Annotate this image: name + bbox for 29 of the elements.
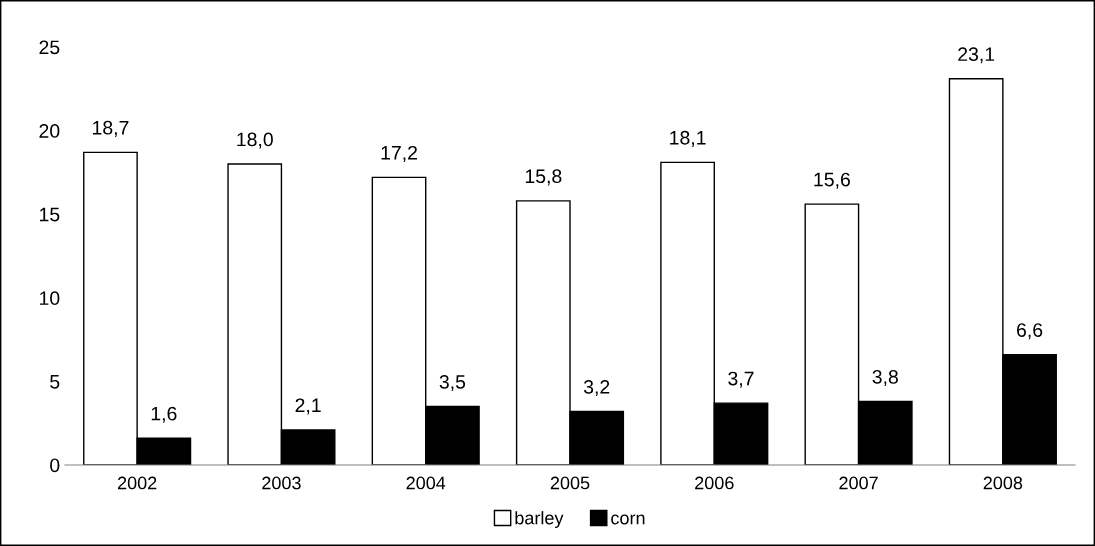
x-tick-label: 2003 xyxy=(262,476,301,490)
data-label: 15,8 xyxy=(525,169,562,186)
x-tick-label: 2002 xyxy=(117,476,157,490)
data-label: 18,7 xyxy=(93,120,129,137)
data-label: 17,2 xyxy=(381,145,417,162)
data-label: 18,0 xyxy=(237,132,273,149)
y-tick-label: 0 xyxy=(50,458,60,473)
data-label: 6,6 xyxy=(1017,323,1043,340)
y-tick-label: 20 xyxy=(39,124,60,138)
y-tick-label: 5 xyxy=(50,375,60,389)
data-label: 3,2 xyxy=(583,379,610,397)
x-tick-label: 2004 xyxy=(406,476,446,490)
data-label: 18,1 xyxy=(670,130,706,147)
data-label: 1,6 xyxy=(151,406,177,423)
y-tick-label: 10 xyxy=(40,291,60,306)
legend-label: barley xyxy=(515,511,564,528)
x-tick-label: 2006 xyxy=(695,476,734,490)
x-tick-label: 2008 xyxy=(983,476,1023,490)
y-tick-label: 25 xyxy=(39,40,60,55)
data-label: 15,6 xyxy=(814,172,850,189)
x-tick-label: 2005 xyxy=(550,476,590,490)
x-tick-label: 2007 xyxy=(839,476,878,490)
data-label: 2,1 xyxy=(295,398,321,415)
y-tick-label: 15 xyxy=(40,207,60,222)
legend-label: corn xyxy=(611,514,645,525)
data-label: 3,7 xyxy=(728,371,754,388)
data-label: 3,8 xyxy=(872,369,898,387)
data-label: 3,5 xyxy=(439,374,466,392)
data-label: 23,1 xyxy=(958,47,995,64)
